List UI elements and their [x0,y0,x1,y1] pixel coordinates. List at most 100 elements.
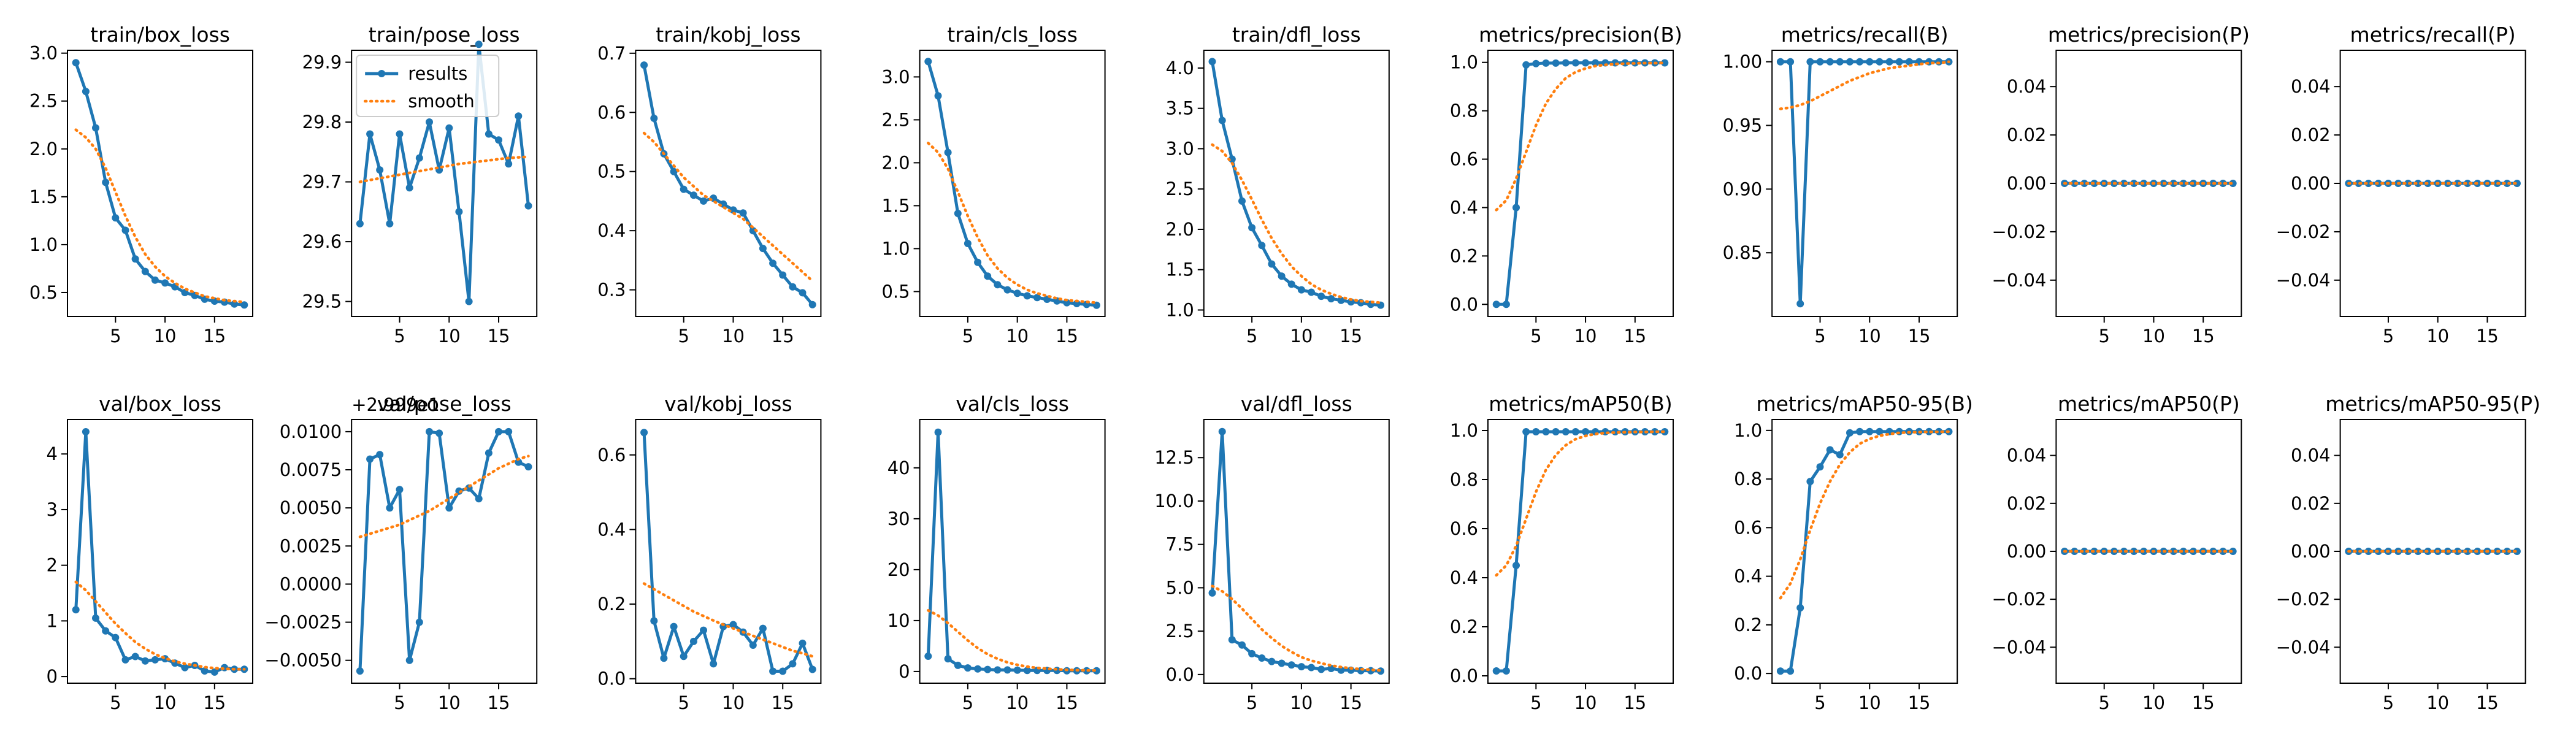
data-point-results [1238,641,1246,649]
y-tick-label: 1.0 [1734,420,1762,441]
data-point-results [1297,663,1305,671]
y-tick-label: 0.95 [1723,115,1763,136]
y-tick-label: 1.5 [29,186,58,207]
data-point-results [151,656,159,664]
data-point-results [1512,562,1520,569]
data-point-results [2130,548,2138,555]
data-point-results [141,267,149,275]
data-point-results [2454,180,2461,187]
data-point-results [680,185,688,193]
panel-metrics-precision-b: metrics/precision(B) 5 10 15 0.0 0.2 0.4 0.6 0.8… [1450,23,1682,347]
y-tick-label: 0.02 [2291,124,2331,145]
data-point-results [240,301,248,309]
data-point-results [505,160,513,168]
panel-title: metrics/precision(P) [2048,23,2250,47]
data-point-results [1787,667,1795,675]
data-point-results [396,130,404,138]
data-point-results [515,458,523,466]
x-tick-label: 15 [2192,326,2215,347]
panel-title: metrics/precision(B) [1479,23,1682,47]
x-tick-label: 5 [1814,326,1825,347]
data-point-results [1023,292,1031,300]
series-line-smooth [358,155,530,183]
data-point-results [1003,286,1011,294]
y-tick-label: 2.5 [1166,621,1194,641]
y-tick-label: 0 [47,666,58,687]
x-tick-label: 10 [2426,326,2449,347]
y-tick-label: 0.0 [1166,664,1194,685]
y-tick-label: 0.0050 [280,497,342,518]
y-tick-label: 3.0 [29,43,58,64]
panel-train-pose-loss: train/pose_loss 5 10 15 29.5 29.6 29.7 29.8 29.9… [302,23,538,347]
data-point-results [161,279,169,287]
y-tick-label: 29.5 [302,291,342,312]
panel-title: metrics/mAP50(B) [1489,392,1673,416]
data-point-results [1796,604,1804,612]
x-tick-label: 15 [2476,692,2499,713]
y-tick-label: 2.5 [29,91,58,112]
axes-frame [1487,50,1674,317]
data-point-results [2169,548,2177,555]
x-tick-label: 15 [2192,692,2215,713]
y-tick-label: 5.0 [1166,577,1194,598]
data-point-results [2229,548,2237,555]
data-point-results [92,124,99,132]
x-tick-label: 5 [1814,692,1825,713]
y-tick-label: 2.0 [29,139,58,159]
series-line-results [926,431,1097,673]
y-tick-label: 29.9 [302,52,342,73]
data-point-results [984,665,992,673]
data-point-results [1925,427,1933,435]
series-line-results [358,50,530,304]
data-point-results [670,622,678,630]
data-point-results [759,624,767,632]
y-tick-label: 0.4 [1734,566,1762,587]
data-point-results [799,639,807,647]
y-tick-label: 0.5 [881,281,910,302]
panel-title: train/cls_loss [947,23,1078,47]
data-point-results [405,184,413,192]
data-point-results [112,634,120,641]
data-point-results [640,429,648,437]
panel-val-pose-loss: val/pose_loss+2.999e1 5 10 15 0.0100 0.0075 0.… [264,392,538,713]
y-tick-label: 0.6 [1450,518,1478,539]
data-point-results [1776,58,1784,66]
data-point-results [1492,301,1500,308]
series-line-smooth [1779,430,1950,600]
data-point-results [1248,224,1256,232]
y-tick-label: 1.0 [29,234,58,255]
x-tick-label: 5 [962,326,973,347]
x-tick-label: 15 [1056,692,1078,713]
series-line-results [926,61,1097,307]
data-point-results [1218,427,1226,435]
y-tick-label: 2.5 [1166,178,1194,199]
panel-title: metrics/mAP50(P) [2058,392,2240,416]
data-point-results [2513,548,2521,555]
data-point-results [495,136,502,144]
y-tick-label: −0.04 [2276,637,2331,657]
x-tick-label: 15 [1340,692,1362,713]
data-point-results [445,124,453,132]
data-point-results [934,92,942,100]
series-line-smooth [1211,584,1382,672]
x-tick-label: 15 [1623,326,1646,347]
data-point-results [455,208,463,216]
axes-frame [1487,419,1674,684]
data-point-results [1661,59,1669,67]
data-point-results [799,289,807,297]
data-point-results [2464,548,2472,555]
y-tick-label: 0.04 [2291,76,2331,97]
data-point-results [376,451,384,459]
data-point-results [1885,58,1893,66]
y-tick-label: 20 [887,559,910,580]
y-tick-label: 2.5 [881,109,910,130]
data-point-results [1846,58,1853,66]
data-point-results [1013,289,1021,297]
x-tick-label: 15 [1056,326,1078,347]
axes-frame [351,50,538,317]
axes-frame [1771,419,1958,684]
y-tick-label: 0.4 [597,220,626,241]
panel-val-cls-loss: val/cls_loss 5 10 15 0 10 20 30 40 [887,392,1106,713]
data-point-results [1552,428,1560,435]
y-tick-label: 0.2 [1450,245,1478,266]
